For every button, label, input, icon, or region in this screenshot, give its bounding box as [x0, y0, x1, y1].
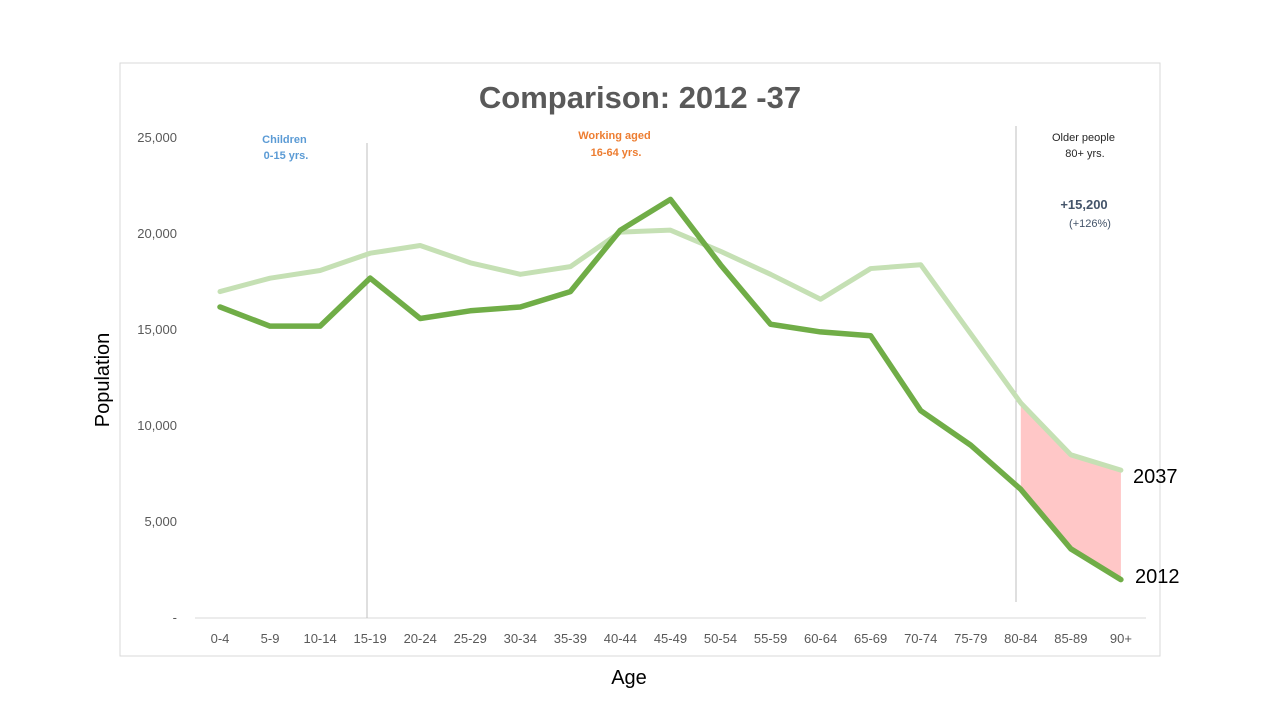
y-axis: - 5,000 10,000 15,000 20,000 25,000 [137, 130, 177, 625]
end-label-2012: 2012 [1135, 566, 1180, 588]
chart-title: Comparison: 2012 -37 [479, 80, 801, 115]
y-tick-label: 5,000 [144, 514, 177, 529]
x-tick-label: 10-14 [303, 631, 336, 646]
x-tick-label: 15-19 [354, 631, 387, 646]
annotation-working-line2: 16-64 yrs. [591, 147, 642, 159]
annotation-working-line1: Working aged [578, 130, 651, 142]
x-tick-label: 90+ [1110, 631, 1132, 646]
y-tick-label: 15,000 [137, 322, 177, 337]
x-tick-label: 5-9 [261, 631, 280, 646]
x-tick-label: 20-24 [404, 631, 437, 646]
annotation-older-change-pct: (+126%) [1069, 218, 1111, 230]
annotation-children-line2: 0-15 yrs. [264, 150, 309, 162]
x-tick-label: 65-69 [854, 631, 887, 646]
annotation-older-change: +15,200 [1060, 197, 1107, 212]
x-tick-label: 70-74 [904, 631, 937, 646]
older-increase-area [1020, 402, 1121, 580]
annotation-working: Working aged 16-64 yrs. [578, 130, 654, 159]
series-line-2037 [217, 227, 1124, 473]
annotation-older: Older people 80+ yrs. [1052, 132, 1118, 160]
x-tick-label: 30-34 [504, 631, 537, 646]
y-tick-label: 25,000 [137, 130, 177, 145]
x-axis: 0-4 5-9 10-14 15-19 20-24 25-29 30-34 35-39 40-4… [195, 617, 1146, 646]
x-tick-label: 55-59 [754, 631, 787, 646]
x-tick-label: 35-39 [554, 631, 587, 646]
x-axis-title: Age [611, 667, 647, 689]
x-tick-label: 45-49 [654, 631, 687, 646]
x-tick-label: 75-79 [954, 631, 987, 646]
annotation-children: Children 0-15 yrs. [262, 134, 310, 162]
x-tick-label: 0-4 [211, 631, 230, 646]
annotation-children-line1: Children [262, 134, 307, 146]
end-label-2037: 2037 [1133, 466, 1178, 488]
x-tick-label: 85-89 [1054, 631, 1087, 646]
series-line-2012 [217, 196, 1124, 583]
x-tick-label: 40-44 [604, 631, 637, 646]
x-tick-label: 80-84 [1004, 631, 1037, 646]
y-tick-label: - [173, 610, 177, 625]
series-lines [217, 196, 1124, 583]
x-tick-label: 25-29 [454, 631, 487, 646]
y-tick-label: 20,000 [137, 226, 177, 241]
x-tick-label: 50-54 [704, 631, 737, 646]
x-tick-label: 60-64 [804, 631, 837, 646]
annotation-older-line2: 80+ yrs. [1065, 148, 1104, 160]
y-axis-title: Population [92, 333, 114, 428]
y-tick-label: 10,000 [137, 418, 177, 433]
annotation-older-line1: Older people [1052, 132, 1115, 144]
